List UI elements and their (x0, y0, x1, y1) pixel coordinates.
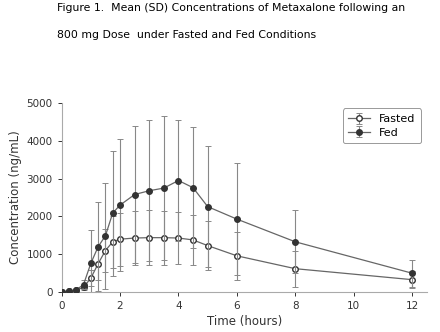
Text: 800 mg Dose  under Fasted and Fed Conditions: 800 mg Dose under Fasted and Fed Conditi… (57, 30, 316, 40)
Y-axis label: Concentration (ng/mL): Concentration (ng/mL) (9, 131, 22, 264)
Text: Figure 1.  Mean (SD) Concentrations of Metaxalone following an: Figure 1. Mean (SD) Concentrations of Me… (57, 3, 405, 13)
X-axis label: Time (hours): Time (hours) (206, 315, 282, 328)
Legend: Fasted, Fed: Fasted, Fed (343, 109, 421, 143)
